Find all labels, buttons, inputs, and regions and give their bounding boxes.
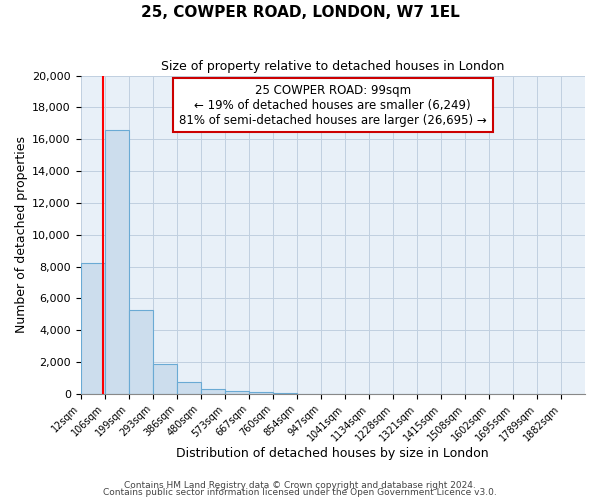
Bar xyxy=(176,382,201,394)
Bar xyxy=(104,130,129,394)
Text: Contains HM Land Registry data © Crown copyright and database right 2024.: Contains HM Land Registry data © Crown c… xyxy=(124,480,476,490)
Bar xyxy=(272,392,297,394)
Title: Size of property relative to detached houses in London: Size of property relative to detached ho… xyxy=(161,60,505,73)
Bar xyxy=(201,389,225,394)
Bar xyxy=(128,310,152,394)
Y-axis label: Number of detached properties: Number of detached properties xyxy=(15,136,28,333)
Bar xyxy=(224,392,249,394)
Text: 25 COWPER ROAD: 99sqm
← 19% of detached houses are smaller (6,249)
81% of semi-d: 25 COWPER ROAD: 99sqm ← 19% of detached … xyxy=(179,84,487,126)
Bar xyxy=(152,364,177,394)
Bar xyxy=(80,264,104,394)
Bar xyxy=(249,392,273,394)
X-axis label: Distribution of detached houses by size in London: Distribution of detached houses by size … xyxy=(176,447,489,460)
Text: 25, COWPER ROAD, LONDON, W7 1EL: 25, COWPER ROAD, LONDON, W7 1EL xyxy=(140,5,460,20)
Text: Contains public sector information licensed under the Open Government Licence v3: Contains public sector information licen… xyxy=(103,488,497,497)
